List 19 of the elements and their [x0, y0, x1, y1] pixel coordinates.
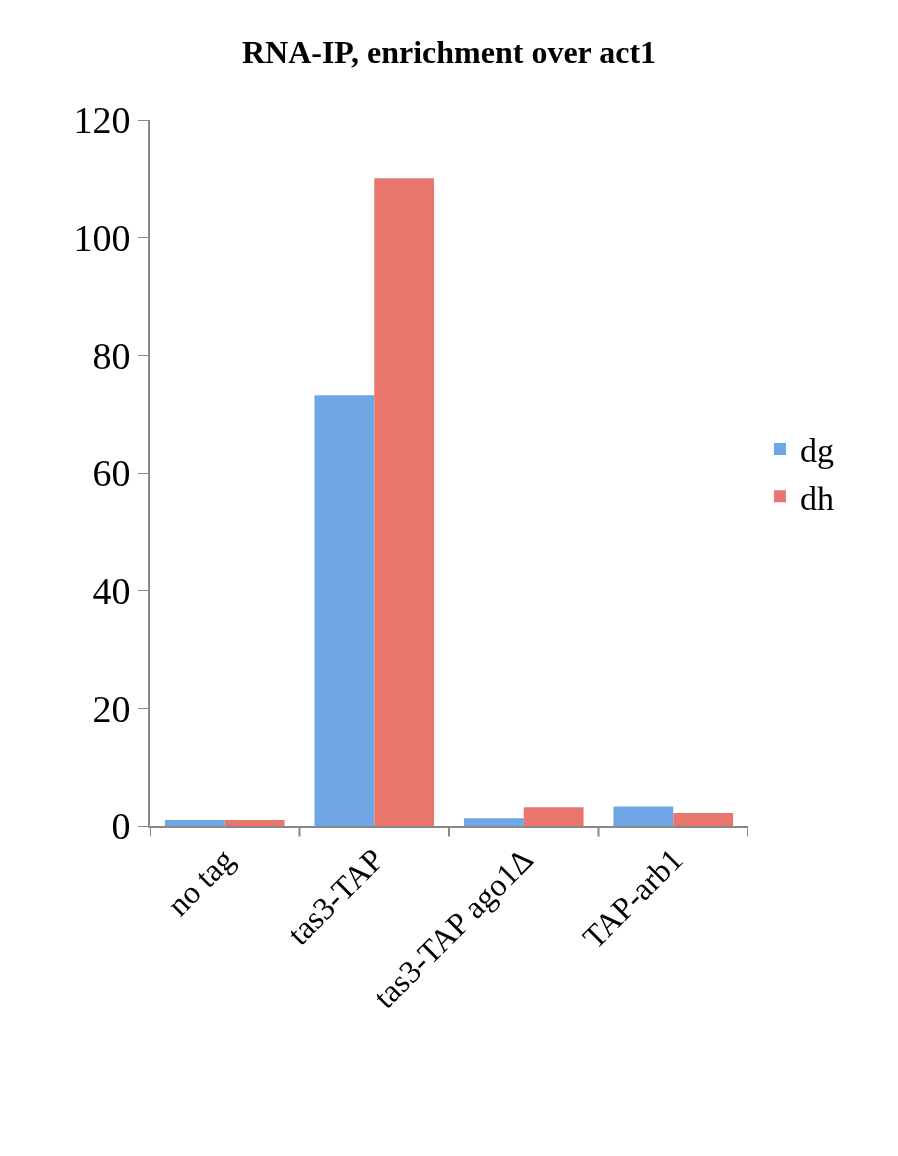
bar: [314, 395, 375, 826]
legend-label: dh: [799, 479, 834, 517]
bar: [463, 818, 524, 826]
y-tick-label: 20: [92, 687, 131, 730]
y-tick-label: 60: [92, 452, 131, 495]
y-tick-label: 0: [111, 805, 131, 848]
bar: [673, 813, 734, 826]
y-tick-label: 40: [92, 569, 131, 612]
x-tick-label: no tag: [159, 841, 242, 923]
bar: [164, 820, 225, 826]
y-tick-label: 80: [92, 334, 131, 377]
legend-label: dg: [799, 432, 834, 470]
y-tick-label: 100: [73, 216, 131, 259]
chart-title: RNA-IP, enrichment over act1: [241, 33, 657, 70]
bar: [613, 806, 674, 826]
y-tick-label: 120: [73, 99, 131, 142]
bar: [523, 807, 584, 826]
bar: [374, 178, 435, 826]
bar: [224, 820, 285, 826]
